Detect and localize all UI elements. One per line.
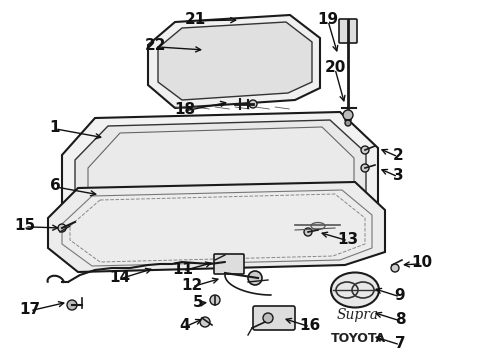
Text: 11: 11 — [172, 262, 194, 277]
Polygon shape — [75, 120, 366, 250]
Ellipse shape — [331, 273, 379, 307]
Text: 9: 9 — [394, 288, 405, 303]
Text: 17: 17 — [20, 302, 41, 317]
Circle shape — [343, 110, 353, 120]
Ellipse shape — [311, 222, 325, 230]
Circle shape — [263, 313, 273, 323]
Text: 8: 8 — [394, 312, 405, 327]
Text: 19: 19 — [318, 12, 339, 27]
Circle shape — [304, 228, 312, 236]
Circle shape — [210, 295, 220, 305]
FancyBboxPatch shape — [214, 254, 244, 274]
Text: 21: 21 — [184, 12, 206, 27]
Text: 6: 6 — [49, 178, 60, 193]
Text: 12: 12 — [181, 278, 203, 293]
Circle shape — [361, 146, 369, 154]
Text: 18: 18 — [174, 102, 196, 117]
Polygon shape — [88, 127, 354, 243]
Circle shape — [200, 317, 210, 327]
Polygon shape — [148, 15, 320, 108]
Text: 4: 4 — [180, 318, 190, 333]
Polygon shape — [158, 22, 312, 100]
Text: 3: 3 — [392, 168, 403, 183]
Circle shape — [58, 224, 66, 232]
Circle shape — [249, 100, 257, 108]
Text: 1: 1 — [50, 120, 60, 135]
Circle shape — [67, 300, 77, 310]
Text: 20: 20 — [324, 60, 345, 75]
Text: 14: 14 — [109, 270, 130, 285]
Circle shape — [345, 120, 351, 126]
Circle shape — [391, 264, 399, 272]
Text: 13: 13 — [338, 232, 359, 247]
Text: 10: 10 — [412, 255, 433, 270]
Text: 5: 5 — [193, 295, 203, 310]
Text: TOYOTA: TOYOTA — [330, 332, 386, 345]
Text: 15: 15 — [14, 218, 36, 233]
Text: 2: 2 — [392, 148, 403, 163]
FancyBboxPatch shape — [339, 19, 357, 43]
Circle shape — [361, 164, 369, 172]
Circle shape — [248, 271, 262, 285]
FancyBboxPatch shape — [253, 306, 295, 330]
Text: Supra: Supra — [337, 308, 379, 322]
Polygon shape — [62, 112, 378, 258]
Text: 7: 7 — [394, 336, 405, 351]
Text: 16: 16 — [299, 318, 320, 333]
Polygon shape — [48, 182, 385, 272]
Text: 22: 22 — [144, 38, 166, 53]
